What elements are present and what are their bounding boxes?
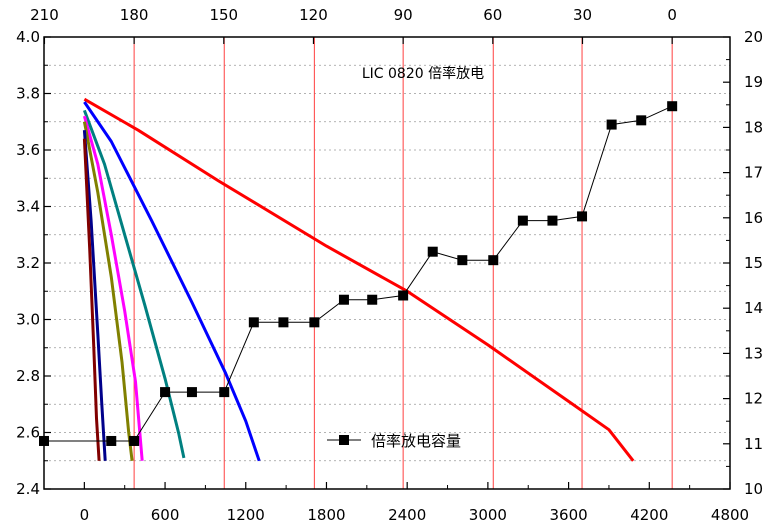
top-tick-label: 90 [394,6,413,24]
y-tick-label: 2.8 [16,367,40,385]
capacity-point [309,317,320,328]
y-tick-label: 2.4 [16,480,40,498]
discharge-curve [83,101,261,462]
y-tick-label: 2.6 [16,424,40,442]
capacity-point [338,294,349,305]
capacity-point [488,255,499,266]
x-tick-label: 4200 [630,506,668,524]
x-tick-label: 1800 [307,506,345,524]
y2-tick-label: 18 [744,118,763,136]
capacity-point [636,115,647,126]
top-tick-label: 60 [483,6,502,24]
y2-tick-label: 13 [744,344,763,362]
capacity-point [398,290,409,301]
chart-title: LIC 0820 倍率放电 [362,65,484,82]
capacity-point [248,317,259,328]
y2-tick-label: 14 [744,299,763,317]
capacity-point [457,255,468,266]
capacity-point [547,215,558,226]
capacity-point [219,387,230,398]
x-tick-label: 600 [151,506,180,524]
legend-marker [339,435,349,445]
x-tick-label: 0 [80,506,90,524]
capacity-point [606,119,617,130]
top-tick-label: 120 [299,6,328,24]
top-tick-label: 150 [209,6,238,24]
y-tick-label: 3.6 [16,141,40,159]
discharge-curve [82,109,186,459]
top-tick-label: 210 [30,6,59,24]
capacity-point [427,246,438,257]
top-tick-label: 0 [667,6,677,24]
legend-label: 倍率放电容量 [371,432,461,450]
capacity-point [186,387,197,398]
y-tick-label: 3.0 [16,311,40,329]
y2-tick-label: 15 [744,254,763,272]
top-tick-label: 30 [573,6,592,24]
y2-tick-label: 20 [744,28,763,46]
capacity-point [160,387,171,398]
discharge-curve [82,130,107,461]
y-tick-label: 3.4 [16,198,40,216]
y-tick-label: 4.0 [16,28,40,46]
capacity-point [129,435,140,446]
capacity-point [278,317,289,328]
top-tick-label: 180 [120,6,149,24]
legend: 倍率放电容量 [327,432,461,450]
discharge-curve [82,115,144,461]
capacity-point [667,101,678,112]
y2-tick-label: 17 [744,164,763,182]
capacity-point [367,294,378,305]
x-tick-label: 3600 [549,506,587,524]
capacity-point [106,435,117,446]
x-tick-label: 2400 [388,506,426,524]
y2-tick-label: 19 [744,73,763,91]
capacity-point [517,215,528,226]
x-tick-label: 4800 [711,506,749,524]
y-tick-label: 3.2 [16,254,40,272]
discharge-curve [82,138,101,461]
x-tick-label: 3000 [469,506,507,524]
y-tick-label: 3.8 [16,85,40,103]
capacity-point [577,211,588,222]
y2-tick-label: 10 [744,480,763,498]
y2-tick-label: 16 [744,209,763,227]
x-tick-label: 1200 [227,506,265,524]
y2-tick-label: 11 [744,435,763,453]
y2-tick-label: 12 [744,390,763,408]
